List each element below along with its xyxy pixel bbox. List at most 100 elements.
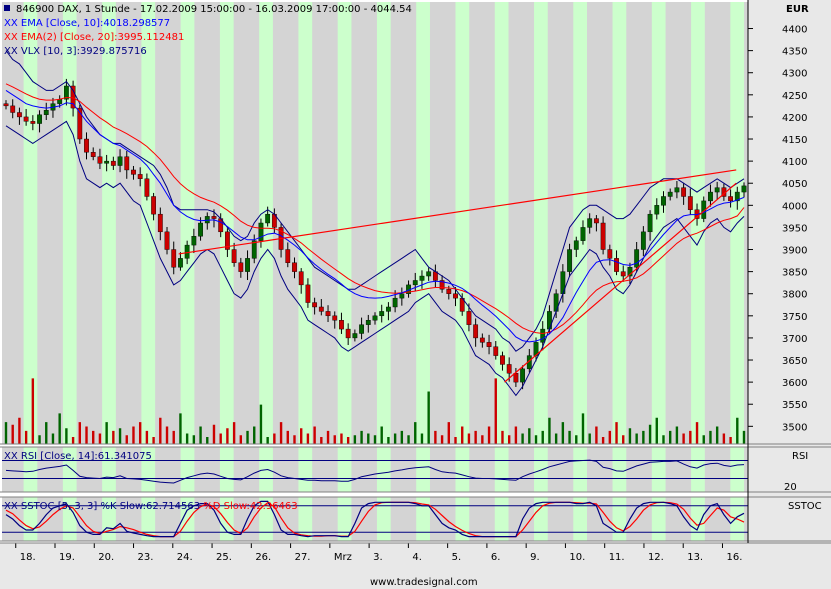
volume-bar bbox=[541, 430, 544, 444]
volume-bar bbox=[595, 426, 598, 444]
volume-bar bbox=[682, 433, 685, 444]
day-stripe bbox=[180, 2, 195, 444]
volume-bar bbox=[313, 426, 316, 444]
date-tick-label: Mrz bbox=[334, 552, 352, 563]
volume-bar bbox=[601, 437, 605, 444]
volume-bar bbox=[85, 426, 88, 444]
ema10-line bbox=[5, 89, 745, 343]
day-stripe bbox=[612, 447, 627, 492]
volume-bar bbox=[648, 424, 652, 444]
candle-body bbox=[124, 156, 130, 171]
volume-bar bbox=[360, 430, 363, 444]
candle-body bbox=[392, 297, 398, 308]
date-tick-label: 5. bbox=[452, 552, 462, 563]
volume-bar bbox=[481, 435, 484, 444]
date-tick-label: 11. bbox=[609, 552, 625, 563]
volume-bar bbox=[199, 426, 202, 444]
volume-bar bbox=[38, 435, 41, 444]
candle-body bbox=[620, 271, 626, 277]
volume-bar bbox=[581, 413, 585, 444]
price-tick-label: 4350 bbox=[782, 47, 807, 58]
date-tick-label: 9. bbox=[530, 552, 540, 563]
candle-body bbox=[365, 320, 371, 325]
candle-body bbox=[728, 196, 733, 202]
candle-body bbox=[473, 324, 479, 339]
volume-bar bbox=[98, 433, 102, 444]
day-stripe bbox=[62, 447, 77, 492]
volume-bar bbox=[642, 430, 645, 444]
vlx-lower-line bbox=[5, 120, 745, 397]
day-stripe bbox=[612, 497, 627, 541]
volume-bar bbox=[454, 437, 457, 444]
date-tick-label: 26. bbox=[255, 552, 271, 563]
price-tick-label: 3500 bbox=[782, 422, 807, 433]
candle-body bbox=[97, 156, 103, 164]
rsi-axis-label: RSI bbox=[792, 451, 808, 462]
candle-body bbox=[238, 262, 244, 272]
candle-body bbox=[10, 105, 16, 113]
candle-body bbox=[110, 160, 116, 166]
volume-bar bbox=[494, 378, 497, 444]
volume-bar bbox=[212, 424, 216, 444]
candle-body bbox=[386, 306, 391, 312]
candle-body bbox=[63, 85, 69, 100]
volume-bar bbox=[65, 428, 68, 444]
volume-bar bbox=[45, 422, 48, 444]
date-tick-label: 3. bbox=[373, 552, 383, 563]
volume-bar bbox=[71, 437, 75, 444]
volume-bar bbox=[340, 433, 343, 444]
volume-bar bbox=[179, 413, 182, 444]
date-tick-label: 25. bbox=[216, 552, 232, 563]
candle-body bbox=[594, 218, 599, 224]
candle-body bbox=[352, 333, 358, 339]
candle-body bbox=[211, 216, 217, 219]
vlx-upper-line bbox=[5, 50, 745, 352]
price-tick-label: 3600 bbox=[782, 378, 807, 389]
candle-body bbox=[231, 249, 237, 263]
candle-body bbox=[614, 258, 619, 272]
candle-body bbox=[708, 191, 713, 202]
candle-body bbox=[318, 306, 324, 312]
volume-bar bbox=[528, 428, 531, 444]
volume-bar bbox=[434, 430, 437, 444]
candle-body bbox=[412, 280, 418, 286]
volume-bar bbox=[353, 435, 357, 444]
candle-body bbox=[466, 311, 472, 325]
volume-bar bbox=[709, 430, 712, 444]
candle-body bbox=[191, 236, 197, 246]
volume-bar bbox=[192, 435, 196, 444]
price-tick-label: 4400 bbox=[782, 25, 807, 36]
date-tick-label: 24. bbox=[177, 552, 193, 563]
volume-bar bbox=[414, 422, 417, 444]
candle-body bbox=[265, 213, 271, 224]
price-tick-label: 4300 bbox=[782, 69, 807, 80]
candle-body bbox=[70, 85, 76, 109]
day-stripe bbox=[337, 447, 352, 492]
candle-body bbox=[117, 156, 123, 166]
candle-body bbox=[661, 196, 666, 206]
candle-body bbox=[506, 364, 512, 374]
volume-bar bbox=[501, 430, 504, 444]
legend-ema10: XX EMA [Close, 10]:4018.298577 bbox=[4, 18, 170, 29]
trendline bbox=[504, 182, 737, 383]
price-tick-label: 4100 bbox=[782, 157, 807, 168]
candle-body bbox=[573, 240, 579, 250]
candle-body bbox=[30, 121, 36, 124]
candle-body bbox=[647, 213, 653, 233]
candle-body bbox=[513, 373, 519, 383]
volume-bar bbox=[380, 426, 383, 444]
candle-body bbox=[446, 289, 452, 294]
candle-body bbox=[3, 103, 9, 107]
volume-bar bbox=[145, 430, 149, 444]
volume-bar bbox=[514, 426, 518, 444]
candle-body bbox=[258, 222, 264, 241]
candle-body bbox=[714, 187, 720, 193]
date-tick-label: 12. bbox=[648, 552, 664, 563]
day-stripe bbox=[534, 447, 548, 492]
volume-bar bbox=[675, 426, 679, 444]
watermark-text: www.tradesignal.com bbox=[370, 577, 478, 588]
day-stripe bbox=[376, 447, 391, 492]
volume-bar bbox=[259, 404, 263, 444]
candle-body bbox=[567, 249, 572, 272]
